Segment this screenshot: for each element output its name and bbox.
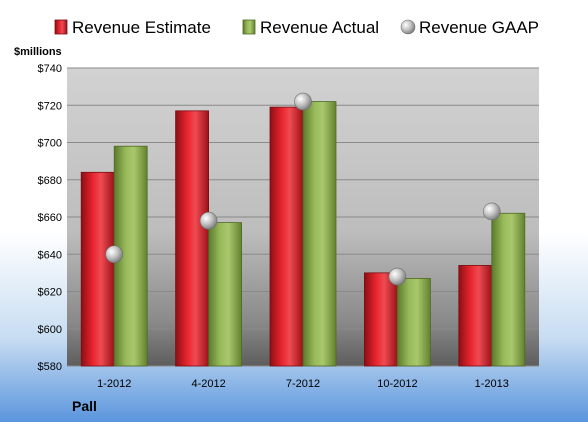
revenue-gaap-marker <box>199 211 218 230</box>
bars <box>80 101 526 367</box>
revenue-actual-bar <box>302 101 337 367</box>
x-tick-label: 7-2012 <box>286 378 320 390</box>
y-tick-label: $740 <box>38 63 62 75</box>
legend-label: Revenue Estimate <box>72 18 211 37</box>
y-tick-label: $600 <box>38 324 62 336</box>
revenue-actual-bar <box>396 278 431 367</box>
revenue-gaap-marker <box>294 92 312 111</box>
revenue-gaap-marker <box>105 245 123 264</box>
gaap-markers <box>105 92 501 286</box>
y-axis: $580 $600 $620 $640 $660 $680 $700 $720 $740 <box>38 63 62 373</box>
company-label: Pall <box>72 398 97 414</box>
y-axis-unit-label: $millions <box>14 46 62 58</box>
revenue-estimate-bar <box>175 110 210 367</box>
y-tick-label: $720 <box>38 100 62 112</box>
x-tick-label: 10-2012 <box>377 378 417 390</box>
revenue-actual-bar <box>491 212 526 367</box>
legend-actual-swatch <box>242 19 256 35</box>
legend-estimate-swatch <box>54 19 68 35</box>
y-tick-label: $660 <box>38 212 62 224</box>
legend-label: Revenue GAAP <box>419 18 539 37</box>
revenue-gaap-marker <box>482 202 501 221</box>
legend-gaap-swatch <box>400 19 416 35</box>
revenue-gaap-marker <box>388 267 407 286</box>
x-tick-label: 1-2013 <box>475 378 509 390</box>
y-tick-label: $580 <box>38 361 62 373</box>
revenue-estimate-bar <box>269 106 304 367</box>
revenue-estimate-bar <box>80 171 115 367</box>
revenue-actual-bar <box>208 222 243 367</box>
legend: Revenue Estimate Revenue Actual Revenue GA… <box>54 18 539 37</box>
x-tick-label: 1-2012 <box>97 378 131 390</box>
y-tick-label: $680 <box>38 175 62 187</box>
y-tick-label: $620 <box>38 287 62 299</box>
revenue-estimate-bar <box>363 272 398 367</box>
x-tick-label: 4-2012 <box>191 378 225 390</box>
y-tick-label: $640 <box>38 249 62 261</box>
x-axis: 1-2012 4-2012 7-2012 10-2012 1-2013 <box>97 378 509 390</box>
revenue-estimate-bar <box>458 265 493 367</box>
legend-label: Revenue Actual <box>260 18 379 37</box>
y-tick-label: $700 <box>38 138 62 150</box>
